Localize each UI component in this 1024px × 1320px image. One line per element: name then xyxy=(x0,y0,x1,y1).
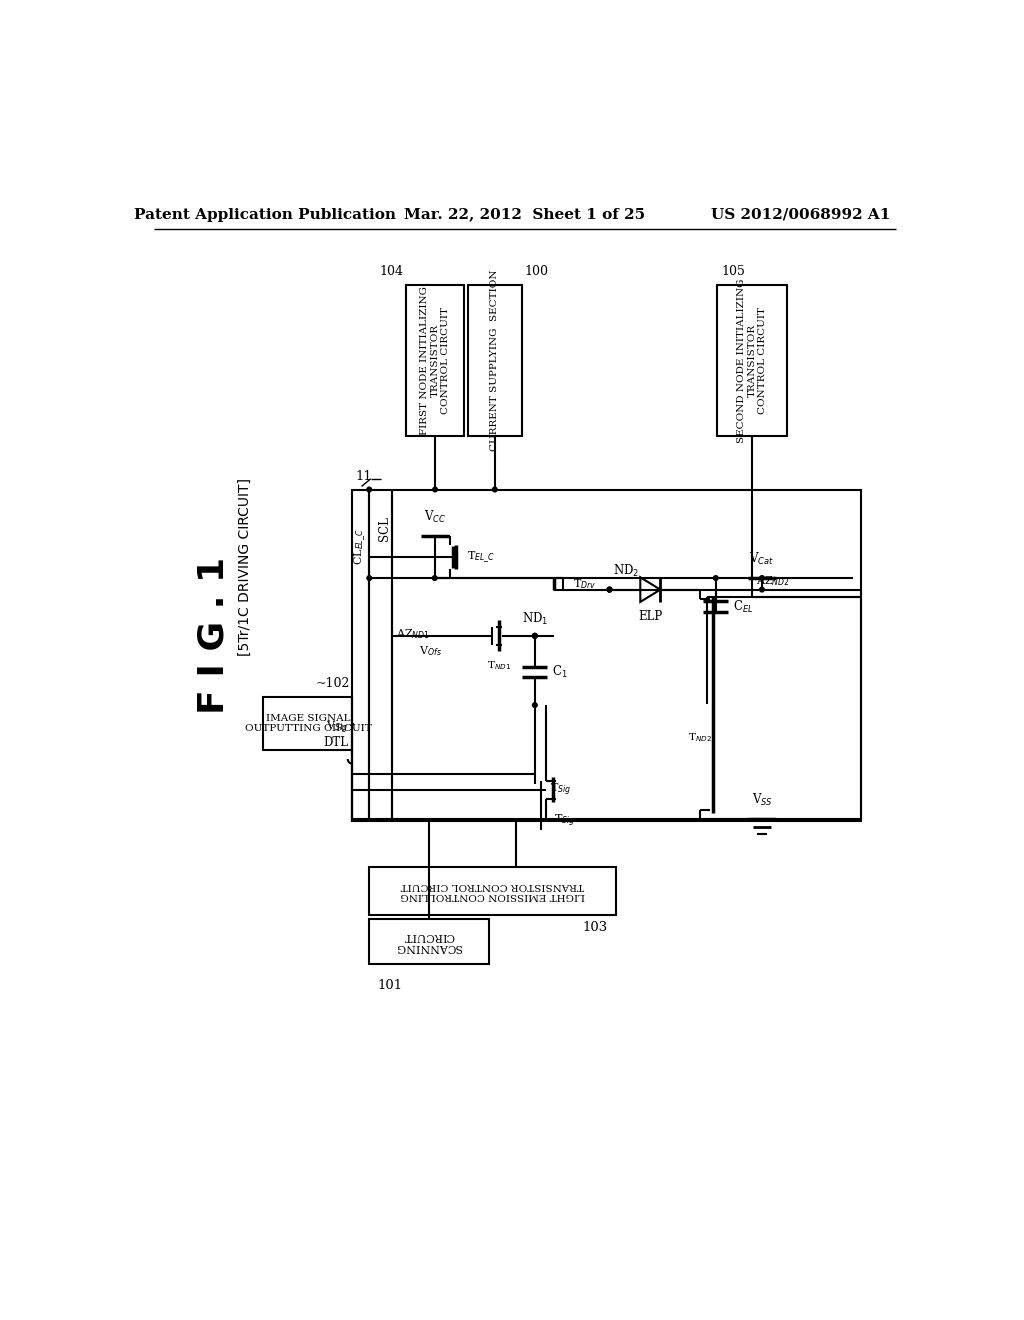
Bar xyxy=(370,919,488,964)
Text: 101: 101 xyxy=(377,979,402,993)
Circle shape xyxy=(532,702,538,708)
Bar xyxy=(370,867,615,915)
Text: 11: 11 xyxy=(355,470,372,483)
Circle shape xyxy=(433,487,437,492)
Text: ND$_2$: ND$_2$ xyxy=(613,562,640,578)
Text: SCANNING
CIRCUIT: SCANNING CIRCUIT xyxy=(395,931,462,952)
Text: 105: 105 xyxy=(721,265,745,277)
Text: 103: 103 xyxy=(583,921,608,933)
Bar xyxy=(352,490,860,821)
Text: V$_{CC}$: V$_{CC}$ xyxy=(424,508,445,525)
Circle shape xyxy=(760,576,764,581)
Text: T$_{EL\_C}$: T$_{EL\_C}$ xyxy=(467,549,496,565)
Text: [5Tr/1C DRIVING CIRCUIT]: [5Tr/1C DRIVING CIRCUIT] xyxy=(238,478,252,656)
Text: CL$_{EL\_C}$: CL$_{EL\_C}$ xyxy=(352,528,368,565)
Text: AZ$_{ND1}$: AZ$_{ND1}$ xyxy=(396,627,430,642)
Bar xyxy=(263,697,354,750)
Text: AZ$_{ND2}$: AZ$_{ND2}$ xyxy=(756,574,790,589)
Bar xyxy=(717,285,786,436)
Text: T$_{ND2}$: T$_{ND2}$ xyxy=(688,731,713,744)
Text: T$_{ND1}$: T$_{ND1}$ xyxy=(486,659,511,672)
Text: ELP: ELP xyxy=(638,610,663,623)
Text: F I G . 1: F I G . 1 xyxy=(197,557,230,714)
Text: V$_{Ofs}$: V$_{Ofs}$ xyxy=(419,644,442,659)
Circle shape xyxy=(714,576,718,581)
Text: T$_{Sig}$: T$_{Sig}$ xyxy=(550,781,571,799)
Text: C$_{EL}$: C$_{EL}$ xyxy=(733,598,753,615)
Bar xyxy=(407,285,464,436)
Text: DTL: DTL xyxy=(324,735,348,748)
Text: Mar. 22, 2012  Sheet 1 of 25: Mar. 22, 2012 Sheet 1 of 25 xyxy=(404,207,645,222)
Text: Patent Application Publication: Patent Application Publication xyxy=(134,207,396,222)
Circle shape xyxy=(432,576,437,581)
Text: SCL: SCL xyxy=(378,516,391,541)
Text: LIGHT EMISSION CONTROLLING
TRANSISTOR CONTROL CIRCUIT: LIGHT EMISSION CONTROLLING TRANSISTOR CO… xyxy=(400,880,585,900)
Circle shape xyxy=(607,587,611,591)
Text: T$_{Sig}$: T$_{Sig}$ xyxy=(554,813,575,829)
Text: 104: 104 xyxy=(380,265,403,277)
Text: IMAGE SIGNAL
OUTPUTTING CIRCUIT: IMAGE SIGNAL OUTPUTTING CIRCUIT xyxy=(245,714,372,734)
Circle shape xyxy=(367,487,372,492)
Circle shape xyxy=(607,587,611,591)
Text: CURRENT SUPPLYING  SECTION: CURRENT SUPPLYING SECTION xyxy=(490,269,500,451)
Circle shape xyxy=(607,587,611,591)
Text: V$_{SS}$: V$_{SS}$ xyxy=(752,792,772,808)
Text: 100: 100 xyxy=(524,265,548,277)
Circle shape xyxy=(532,634,538,638)
Text: ~102: ~102 xyxy=(315,677,350,689)
Text: V$_{Sig}$: V$_{Sig}$ xyxy=(327,719,348,737)
Circle shape xyxy=(760,587,764,591)
Text: SECOND NODE INITIALIZING
TRANSISTOR
CONTROL CIRCUIT: SECOND NODE INITIALIZING TRANSISTOR CONT… xyxy=(737,279,767,442)
Circle shape xyxy=(493,487,497,492)
Bar xyxy=(468,285,521,436)
Text: T$_{Drv}$: T$_{Drv}$ xyxy=(572,577,596,591)
Circle shape xyxy=(532,634,538,638)
Circle shape xyxy=(367,576,372,581)
Text: V$_{Cat}$: V$_{Cat}$ xyxy=(750,552,774,568)
Text: ND$_1$: ND$_1$ xyxy=(521,610,548,627)
Circle shape xyxy=(532,634,538,638)
Text: US 2012/0068992 A1: US 2012/0068992 A1 xyxy=(711,207,890,222)
Text: FIRST NODE INITIALIZING
TRANSISTOR
CONTROL CIRCUIT: FIRST NODE INITIALIZING TRANSISTOR CONTR… xyxy=(420,286,450,436)
Text: C$_1$: C$_1$ xyxy=(552,664,567,680)
